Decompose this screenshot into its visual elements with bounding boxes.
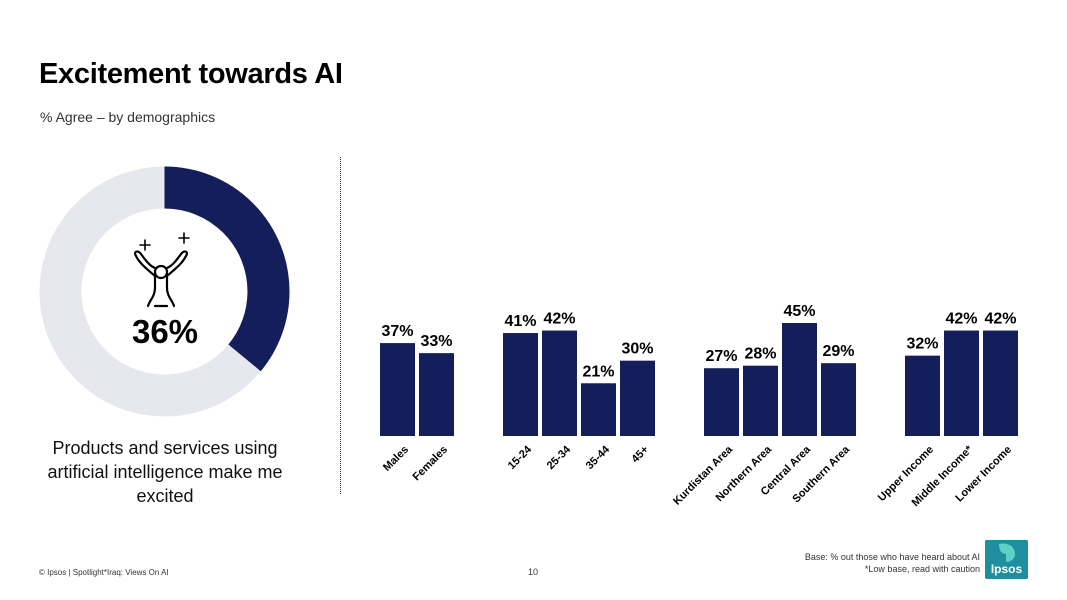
logo-mark	[985, 540, 1028, 579]
data-label: 32%	[906, 336, 938, 353]
bar-middle-income-	[944, 330, 979, 436]
bar-35-44	[581, 383, 616, 436]
bar-central-area	[782, 323, 817, 436]
demographics-bar-chart: 37% Males 33% Females 41% 15-24 42% 25-34 21% 35-…	[380, 303, 1018, 509]
category-label: 25-34	[545, 443, 574, 472]
data-label: 42%	[543, 311, 575, 328]
section-divider	[340, 157, 341, 494]
bar-southern-area	[821, 363, 856, 436]
data-label: 41%	[504, 313, 536, 330]
excited-person-icon	[133, 232, 190, 308]
page-number: 10	[528, 567, 539, 577]
data-label: 21%	[582, 363, 614, 380]
caution-note-line: *Low base, read with caution	[864, 564, 980, 574]
data-label: 30%	[621, 341, 653, 358]
bar-kurdistan-area	[704, 368, 739, 436]
donut-value-arc	[39, 166, 290, 417]
overall-donut-chart	[39, 166, 290, 417]
base-note: Base: % out those who have heard about A…	[805, 551, 980, 575]
bar-lower-income	[983, 330, 1018, 436]
survey-statement: Products and services using artificial i…	[47, 438, 283, 506]
bar-15-24	[503, 333, 538, 436]
data-label: 33%	[420, 333, 452, 350]
page-subtitle: % Agree – by demographics	[40, 109, 216, 125]
category-label: 45+	[629, 444, 651, 466]
data-label: 27%	[705, 348, 737, 365]
overall-value: 36%	[131, 313, 199, 350]
bar-females	[419, 353, 454, 436]
data-label: 28%	[744, 346, 776, 363]
data-label: 42%	[945, 311, 977, 328]
data-label: 29%	[822, 343, 854, 360]
bar-males	[380, 343, 415, 436]
footer-source: © Ipsos | Spotlight*Iraq: Views On AI	[39, 568, 169, 577]
category-label: 35-44	[584, 443, 613, 472]
data-label: 42%	[984, 311, 1016, 328]
bar-25-34	[542, 330, 577, 436]
category-label: 15-24	[506, 443, 535, 472]
base-note-line: Base: % out those who have heard about A…	[804, 552, 980, 562]
bar-45-	[620, 360, 655, 436]
bar-upper-income	[905, 355, 940, 436]
data-label: 37%	[381, 323, 413, 340]
ipsos-logo: Ipsos	[985, 540, 1028, 579]
data-label: 45%	[783, 303, 815, 320]
category-label: Females	[411, 444, 451, 484]
category-label: Males	[381, 444, 411, 474]
bar-northern-area	[743, 365, 778, 436]
page-title: Excitement towards AI	[39, 58, 343, 90]
logo-text: Ipsos	[990, 562, 1023, 576]
